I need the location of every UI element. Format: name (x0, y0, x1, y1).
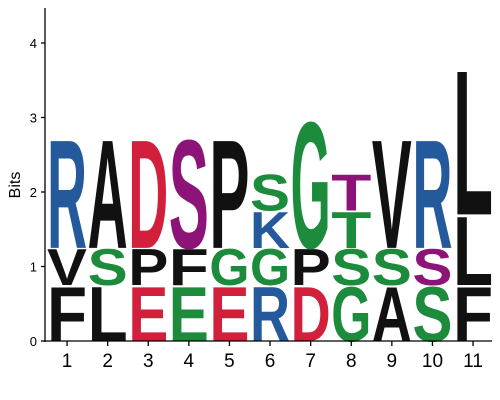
logo-letter: P (209, 107, 249, 281)
logo-letter: V (372, 108, 412, 281)
x-tick-label: 4 (184, 351, 195, 372)
logo-letter: L (453, 27, 493, 259)
y-tick-label: 3 (30, 111, 37, 126)
x-axis: 1 2 3 4 5 6 7 8 9 10 11 (45, 340, 492, 372)
y-axis-label: Bits (7, 172, 24, 199)
logo-letter: S (412, 238, 452, 296)
logo-letter: A (88, 107, 128, 281)
logo-letter: F (169, 239, 209, 297)
logo-letter: S (169, 107, 209, 281)
x-tick-label: 2 (102, 351, 113, 372)
y-axis: 0 1 2 3 4 (30, 8, 46, 349)
x-tick-label: 8 (346, 351, 357, 372)
x-tick-label: 10 (422, 351, 443, 372)
y-tick-label: 4 (30, 36, 37, 51)
logo-letter: S (88, 238, 128, 296)
logo-letter: D (128, 107, 168, 281)
x-tick-label: 9 (387, 351, 398, 372)
x-tick-label: 11 (463, 351, 483, 372)
logo-letter: P (128, 238, 168, 296)
x-tick-label: 7 (305, 351, 316, 372)
logo-letter: R (412, 107, 452, 281)
x-tick-label: 6 (265, 351, 276, 372)
logo-letter: G (250, 238, 290, 296)
logo-letter: S (372, 238, 412, 296)
logo-letter: T (331, 164, 371, 222)
logo-letter: V (47, 238, 87, 296)
logo-letter: K (250, 202, 290, 260)
y-tick-label: 0 (30, 334, 37, 349)
logo-letter: L (453, 196, 493, 307)
logo-letter: T (331, 201, 371, 259)
logo-letter: S (331, 238, 371, 296)
logo-letter: S (250, 164, 290, 222)
logo-letter: P (291, 238, 331, 296)
y-tick-label: 1 (30, 260, 37, 275)
logo-letter: G (209, 238, 249, 296)
y-tick-label: 2 (30, 185, 37, 200)
x-tick-label: 1 (62, 351, 73, 372)
logo-letter: R (47, 107, 87, 281)
logo-letter: G (291, 85, 331, 288)
x-tick-label: 5 (224, 351, 235, 372)
x-tick-label: 3 (143, 351, 154, 372)
